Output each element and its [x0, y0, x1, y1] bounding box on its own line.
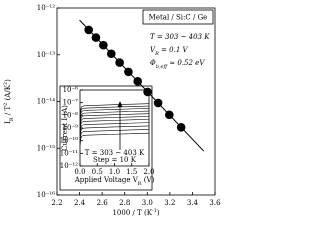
- y-tick-label: 10⁻¹⁶: [37, 191, 55, 199]
- y-tick-label: 10⁻¹⁴: [37, 98, 55, 106]
- annotation: Φb,eff ≈ 0.52 eV: [150, 59, 205, 70]
- x-tick-label: 3.4: [187, 199, 199, 207]
- curve: [79, 113, 150, 126]
- arrow-head: [117, 101, 123, 107]
- x-tick-label: 2.2: [51, 199, 62, 207]
- point: [153, 98, 163, 108]
- y-axis-label-part: Current: [61, 121, 69, 151]
- y-axis-label-part: 2: [3, 103, 9, 106]
- annotation-part: V: [150, 46, 156, 54]
- curve: [79, 108, 150, 121]
- x-tick-label: 2.6: [97, 199, 109, 207]
- y-axis-label: IR / T2 (A/K2): [3, 79, 15, 124]
- y-axis-label-part: 2: [3, 82, 9, 85]
- y-axis-label: Current I (A): [61, 105, 69, 151]
- point: [115, 58, 124, 67]
- curve: [79, 110, 150, 123]
- x-tick-label: 2.4: [74, 199, 86, 207]
- annotation-part: R: [154, 51, 159, 57]
- point: [91, 33, 101, 42]
- inset-annotation: Step = 10 K: [93, 156, 137, 164]
- curve: [79, 116, 150, 129]
- x-axis-label-part: R: [138, 181, 142, 187]
- curve: [79, 119, 150, 132]
- y-axis-label-part: / T: [4, 106, 12, 118]
- y-tick-label: 10⁻¹²: [60, 162, 78, 170]
- inset-annotation: T = 303 ~ 403 K: [85, 149, 145, 157]
- annotation-part: b,eff: [156, 64, 169, 70]
- x-tick-label: 1.5: [126, 168, 137, 176]
- y-axis-label-part: I: [61, 118, 69, 121]
- y-axis-label-part: R: [9, 117, 15, 121]
- x-axis-label-part: 1000 / T (K: [112, 209, 152, 217]
- x-tick-label: 0.0: [74, 168, 85, 176]
- y-tick-label: 10⁻⁶: [63, 86, 79, 94]
- curve: [79, 103, 150, 116]
- x-tick-label: 0.5: [92, 168, 103, 176]
- curve: [79, 132, 150, 146]
- y-tick-label: 10⁻⁹: [63, 124, 79, 132]
- y-axis-label-part: ): [4, 79, 12, 82]
- x-axis-label-part: ): [157, 209, 160, 217]
- point: [99, 40, 108, 50]
- annotation-part: Φ: [150, 59, 156, 67]
- chart: 2.2 2.4 2.6 2.8 3.0 3.2 3.4 3.6 10⁻¹⁶ 10⁻¹⁵ 10⁻¹⁴ 1…: [3, 4, 222, 218]
- point: [124, 67, 133, 77]
- y-tick-label: 10⁻⁸: [63, 111, 79, 119]
- annotation: VR = 0.1 V: [150, 46, 189, 57]
- curve: [79, 125, 150, 138]
- y-tick-label: 10⁻¹²: [37, 4, 55, 12]
- point: [133, 77, 142, 86]
- x-tick-label: 3.0: [142, 199, 153, 207]
- x-tick-label: 3.6: [209, 199, 221, 207]
- x-axis-label: 1000 / T (K-1): [112, 208, 159, 218]
- y-axis-label-part: (A): [61, 105, 69, 118]
- annotation-part: ≈ 0.52 eV: [167, 59, 205, 67]
- x-axis-label-part: Applied Voltage: [74, 176, 133, 184]
- point: [176, 123, 186, 132]
- x-axis-label-part: -1: [152, 208, 157, 214]
- x-tick-label: 1.0: [109, 168, 120, 176]
- x-tick-label: 3.2: [164, 199, 175, 207]
- annotation: T = 303 ~ 403 K: [150, 33, 210, 41]
- curve: [79, 105, 150, 118]
- point: [84, 25, 94, 35]
- x-axis-label-part: V: [132, 176, 139, 184]
- inset-annotation-part: T = 303 ~ 403 K: [85, 149, 145, 157]
- y-axis-label-part: I: [4, 121, 12, 124]
- y-axis-label-part: (A/K: [4, 84, 12, 102]
- point: [164, 110, 174, 120]
- x-axis-label: Applied Voltage VR (V): [74, 176, 155, 187]
- y-tick-label: 10⁻¹⁰: [60, 137, 78, 145]
- curve: [79, 129, 150, 142]
- x-tick-label: 2.0: [143, 168, 154, 176]
- x-axis-label-part: (V): [142, 176, 155, 184]
- inset-annotation-part: Step = 10 K: [93, 156, 137, 164]
- legend-box-text: Metal / Si:C / Ge: [149, 14, 208, 22]
- annotation-part: = 0.1 V: [159, 46, 189, 54]
- point: [143, 87, 152, 97]
- y-tick-label: 10⁻¹¹: [60, 149, 78, 157]
- y-tick-label: 10⁻¹⁵: [37, 144, 55, 152]
- legend-box: [142, 9, 214, 25]
- curve: [79, 122, 150, 135]
- y-tick-label: 10⁻⁷: [63, 99, 79, 107]
- annotation-part: T = 303 ~ 403 K: [150, 33, 210, 41]
- x-tick-label: 2.8: [119, 199, 130, 207]
- point: [106, 49, 116, 59]
- y-tick-label: 10⁻¹³: [37, 51, 55, 59]
- inset-panel: [59, 85, 153, 191]
